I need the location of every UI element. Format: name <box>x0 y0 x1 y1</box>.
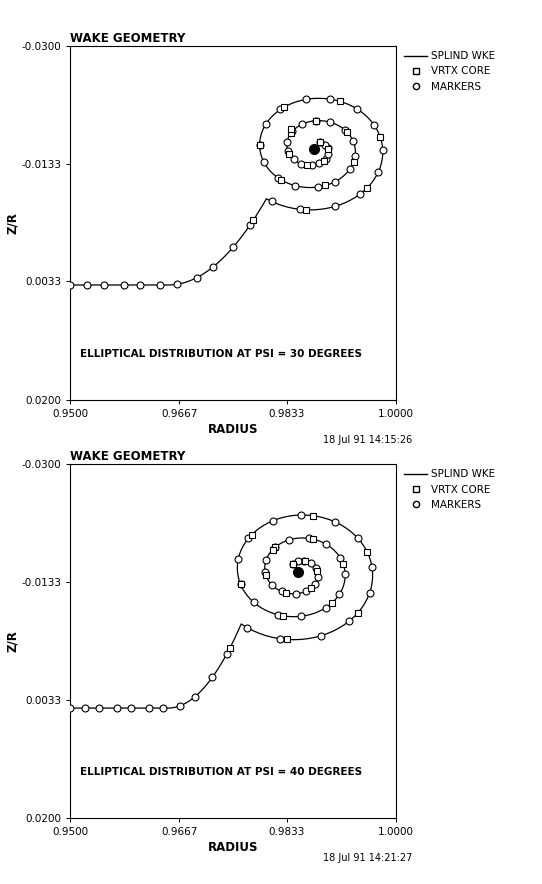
Y-axis label: Z/R: Z/R <box>5 212 18 233</box>
Text: ELLIPTICAL DISTRIBUTION AT PSI = 30 DEGREES: ELLIPTICAL DISTRIBUTION AT PSI = 30 DEGR… <box>80 348 362 359</box>
Text: WAKE GEOMETRY: WAKE GEOMETRY <box>70 32 186 45</box>
Text: WAKE GEOMETRY: WAKE GEOMETRY <box>70 450 186 463</box>
X-axis label: RADIUS: RADIUS <box>208 841 259 854</box>
X-axis label: RADIUS: RADIUS <box>208 423 259 436</box>
Text: 18 Jul 91 14:15:26: 18 Jul 91 14:15:26 <box>322 435 412 445</box>
Text: 18 Jul 91 14:21:27: 18 Jul 91 14:21:27 <box>322 853 412 863</box>
Text: ELLIPTICAL DISTRIBUTION AT PSI = 40 DEGREES: ELLIPTICAL DISTRIBUTION AT PSI = 40 DEGR… <box>80 766 363 777</box>
Legend: SPLIND WKE, VRTX CORE, MARKERS: SPLIND WKE, VRTX CORE, MARKERS <box>404 51 495 92</box>
Legend: SPLIND WKE, VRTX CORE, MARKERS: SPLIND WKE, VRTX CORE, MARKERS <box>404 469 495 510</box>
Y-axis label: Z/R: Z/R <box>5 630 18 652</box>
